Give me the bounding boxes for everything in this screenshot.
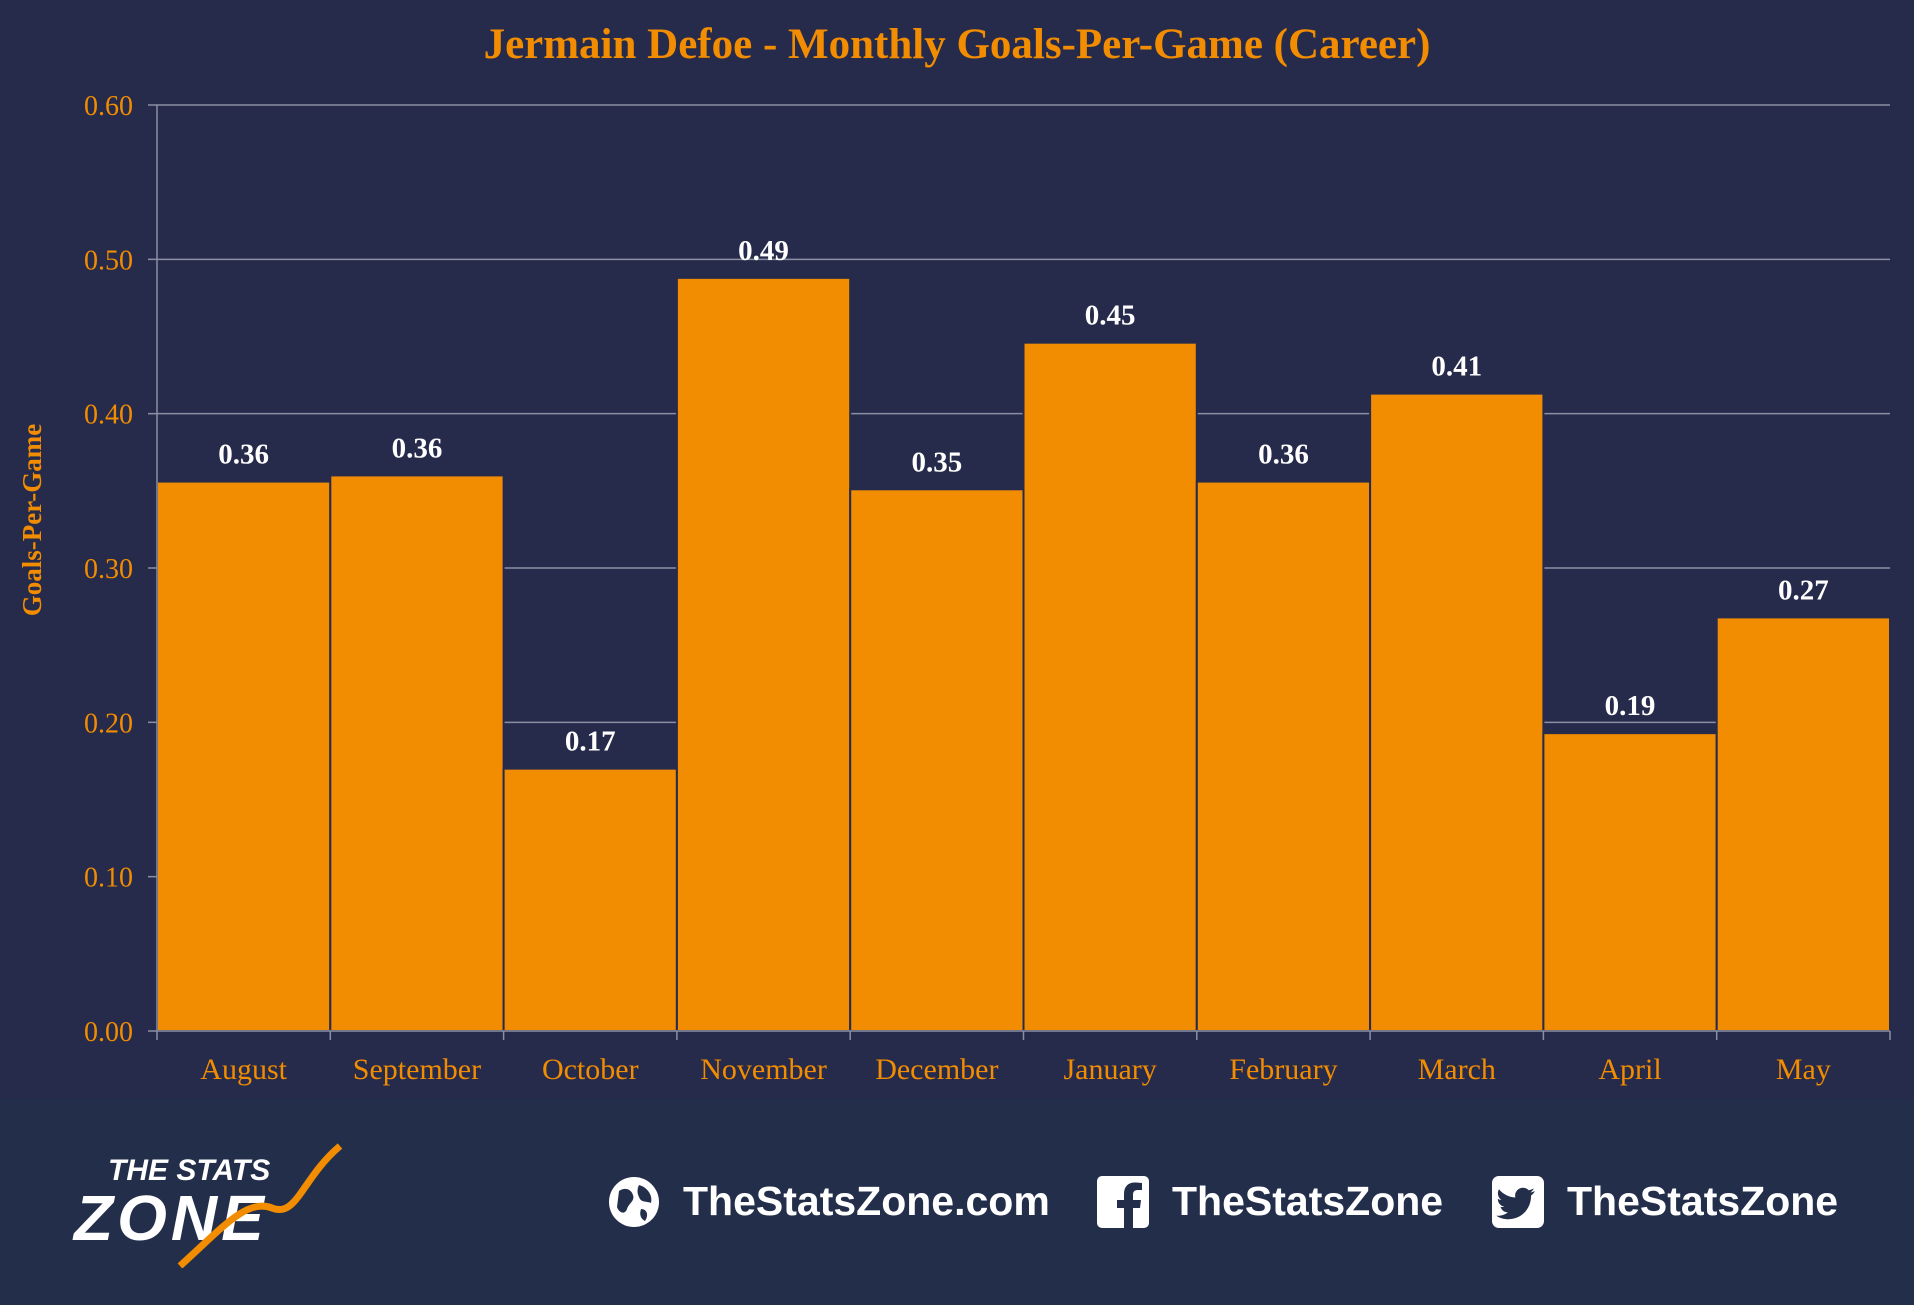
bar: [1195, 480, 1372, 1033]
data-label: 0.49: [738, 235, 789, 267]
data-label: 0.36: [1258, 439, 1309, 471]
data-label: 0.17: [565, 726, 616, 758]
chart-area: Jermain Defoe - Monthly Goals-Per-Game (…: [17, 21, 1891, 1086]
logo-swoosh: [177, 1143, 343, 1268]
x-tick-label: October: [542, 1053, 639, 1086]
y-tick-label: 0.60: [84, 91, 133, 122]
data-label: 0.19: [1605, 690, 1656, 722]
data-label: 0.35: [911, 446, 962, 478]
footer-website[interactable]: TheStatsZone.com: [607, 1098, 1050, 1305]
stats-zone-logo: THE STATS ZONE: [72, 1143, 343, 1268]
x-tick-label: August: [200, 1053, 287, 1086]
bar: [675, 276, 852, 1032]
bar: [1369, 392, 1545, 1032]
facebook-icon: [1096, 1175, 1150, 1229]
data-label: 0.45: [1085, 300, 1136, 332]
bar: [156, 480, 332, 1033]
x-tick-label: February: [1229, 1053, 1337, 1086]
y-tick-label: 0.00: [84, 1017, 133, 1048]
bar: [502, 767, 678, 1033]
logo-text-top: THE STATS: [108, 1154, 270, 1187]
x-tick-label: March: [1418, 1053, 1496, 1086]
bar: [849, 488, 1025, 1033]
chart-title: Jermain Defoe - Monthly Goals-Per-Game (…: [484, 21, 1431, 68]
x-tick-label: May: [1776, 1053, 1831, 1086]
x-tick-label: November: [700, 1053, 827, 1086]
x-tick-label: January: [1064, 1053, 1157, 1086]
data-label: 0.27: [1778, 574, 1829, 606]
x-tick-label: April: [1598, 1053, 1661, 1086]
footer-twitter[interactable]: TheStatsZone: [1491, 1098, 1838, 1305]
bar: [1715, 616, 1891, 1032]
footer: THE STATS ZONE TheStatsZone.com TheStats…: [0, 1098, 1914, 1305]
chart-svg: Jermain Defoe - Monthly Goals-Per-Game (…: [17, 21, 1891, 1086]
x-tick-label: September: [353, 1053, 481, 1086]
footer-facebook[interactable]: TheStatsZone: [1096, 1098, 1443, 1305]
y-axis-label: Goals-Per-Game: [17, 424, 47, 616]
y-tick-label: 0.10: [84, 863, 133, 894]
data-label: 0.36: [218, 439, 269, 471]
globe-icon: [607, 1175, 661, 1229]
y-tick-label: 0.40: [84, 400, 133, 431]
footer-twitter-text: TheStatsZone: [1567, 1178, 1839, 1224]
bar: [1022, 341, 1198, 1032]
y-tick-label: 0.20: [84, 708, 133, 739]
data-label: 0.41: [1431, 351, 1482, 383]
data-label: 0.36: [392, 432, 443, 464]
footer-website-text: TheStatsZone.com: [683, 1178, 1050, 1224]
bar: [329, 474, 505, 1032]
bar: [1542, 732, 1718, 1032]
x-tick-label: December: [875, 1053, 998, 1086]
twitter-icon: [1491, 1175, 1545, 1229]
y-tick-label: 0.50: [84, 245, 133, 276]
footer-facebook-text: TheStatsZone: [1172, 1178, 1444, 1224]
y-tick-label: 0.30: [84, 554, 133, 585]
